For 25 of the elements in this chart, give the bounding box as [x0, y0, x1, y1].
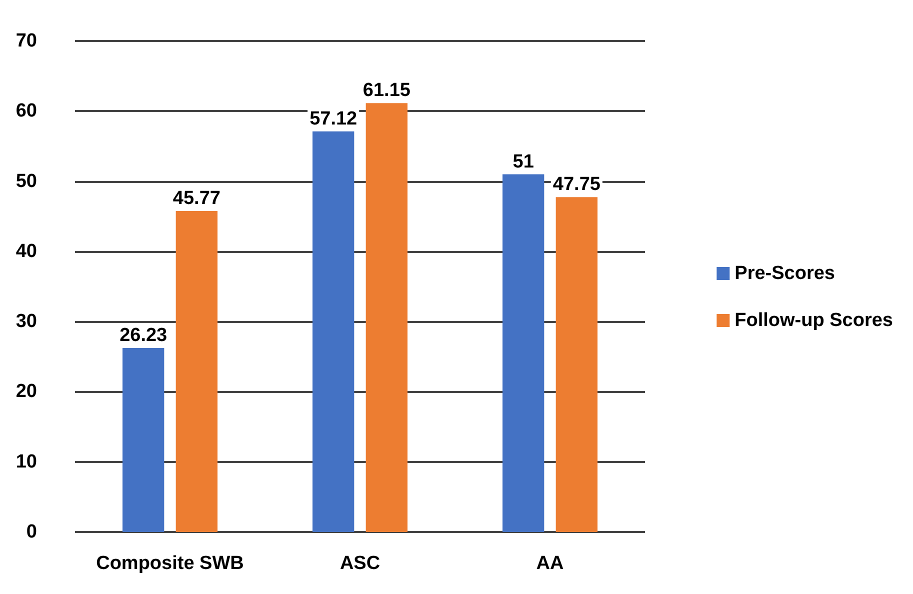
y-tick-label: 10	[16, 451, 37, 472]
data-label: 47.75	[552, 174, 601, 196]
bar	[502, 174, 544, 532]
bar	[312, 131, 354, 532]
data-label: 61.15	[362, 80, 411, 102]
y-tick-label: 50	[16, 170, 37, 192]
bar	[176, 210, 218, 532]
data-label: 26.23	[120, 325, 168, 346]
data-label: 45.77	[172, 188, 220, 209]
y-tick-label: 20	[16, 381, 37, 402]
y-tick-label: 0	[26, 522, 37, 542]
y-tick-label: 40	[16, 240, 37, 262]
y-tick-label: 70	[16, 30, 37, 52]
bar	[366, 103, 408, 532]
y-tick-label: 60	[16, 100, 37, 122]
bar	[556, 197, 598, 532]
x-tick-label: ASC	[340, 553, 380, 574]
x-tick-label: AA	[536, 553, 564, 574]
x-tick-label: Composite SWB	[96, 553, 244, 574]
legend-label: Follow-up Scores	[734, 310, 894, 331]
data-label: 57.12	[310, 108, 358, 130]
legend-label: Pre-Scores	[734, 263, 835, 284]
y-tick-label: 30	[16, 311, 37, 332]
bar	[122, 348, 164, 532]
data-label: 51	[512, 151, 534, 172]
